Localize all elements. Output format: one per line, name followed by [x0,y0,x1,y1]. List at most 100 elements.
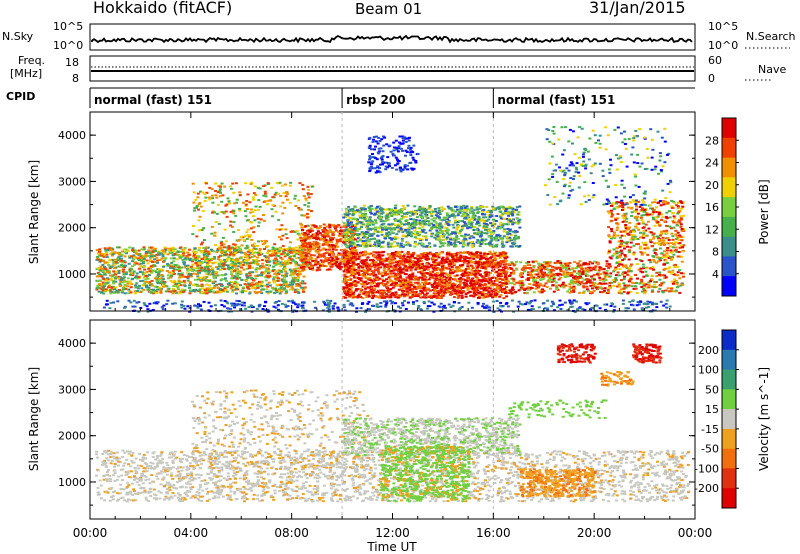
echo-cell [233,249,236,252]
echo-cell [413,291,416,294]
echo-cell [188,281,192,283]
echo-cell [325,257,329,260]
echo-cell [473,232,477,235]
echo-cell [190,260,194,263]
echo-cell [235,292,238,295]
echo-cell [219,291,223,294]
echo-cell [342,256,346,259]
cpid-strip: normal (fast) 151 rbsp 200 normal (fast) 1… [89,88,615,108]
echo-cell [205,191,209,194]
echo-cell [117,291,121,294]
echo-cell [467,261,471,264]
echo-cell [265,283,269,286]
echo-cell [225,279,228,282]
echo-cell [277,192,280,195]
echo-cell [301,243,305,246]
echo-cell [193,207,197,210]
echo-cell [313,247,316,250]
echo-cell [503,276,507,279]
echo-cell [362,223,366,226]
echo-cell [320,255,324,258]
echo-cell [216,286,220,289]
echo-cell [251,244,255,247]
echo-cell [216,267,220,270]
echo-cell [423,269,427,272]
echo-cell [181,289,185,292]
echo-cell [259,265,262,267]
echo-cell [319,259,323,262]
echo-cell [392,254,396,257]
echo-cell [272,276,276,279]
echo-cell [117,253,121,256]
echo-cell [161,281,165,284]
echo-cell [296,283,300,285]
echo-cell [466,291,470,294]
echo-cell [249,211,253,214]
echo-cell [374,228,378,231]
echo-cell [350,257,354,260]
echo-cell [194,278,197,281]
echo-cell [212,211,216,214]
echo-cell [183,281,187,284]
echo-cell [223,251,227,254]
echo-cell [278,247,282,250]
nsearch-bottom-tick: 10^0 [708,39,738,52]
echo-cell [409,269,413,272]
echo-cell [179,284,183,287]
echo-cell [465,280,469,283]
echo-cell [367,295,371,298]
echo-cell [347,291,351,294]
echo-cell [331,232,335,235]
echo-cell [224,286,228,288]
echo-cell [179,246,183,249]
echo-cell [274,263,278,266]
echo-cell [298,244,302,247]
echo-cell [408,296,412,299]
echo-cell [231,271,235,274]
echo-cell [121,291,125,294]
echo-cell [134,286,138,289]
echo-cell [182,279,186,282]
echo-cell [384,271,388,274]
echo-cell [246,264,250,267]
echo-cell [167,271,171,274]
echo-cell [231,182,235,185]
echo-cell [162,259,166,262]
echo-cell [435,283,439,286]
echo-cell [408,255,412,258]
echo-cell [128,280,132,283]
echo-cell [204,259,208,262]
echo-cell [421,270,425,273]
echo-cell [153,247,157,250]
echo-cell [234,182,238,185]
echo-cell [419,296,423,299]
echo-cell [127,262,131,265]
echo-cell [177,282,181,285]
echo-cell [413,276,417,279]
echo-cell [262,288,265,291]
echo-cell [284,228,288,231]
echo-cell [205,292,209,295]
echo-cell [203,199,207,202]
echo-cell [490,277,494,279]
echo-cell [142,257,146,260]
echo-cell [423,289,427,292]
echo-cell [393,207,397,210]
echo-cell [436,294,440,297]
echo-cell [245,276,249,279]
echo-cell [209,288,213,291]
echo-cell [485,226,489,228]
echo-cell [249,208,253,211]
echo-cell [361,265,365,268]
echo-cell [283,253,287,256]
echo-cell [272,254,276,257]
echo-cell [309,227,313,230]
echo-cell [198,284,202,287]
echo-cell [398,275,402,278]
echo-cell [220,278,224,281]
echo-cell [450,266,454,268]
echo-cell [455,268,459,271]
echo-cell [274,287,278,290]
echo-cell [446,282,449,285]
echo-cell [101,270,105,273]
